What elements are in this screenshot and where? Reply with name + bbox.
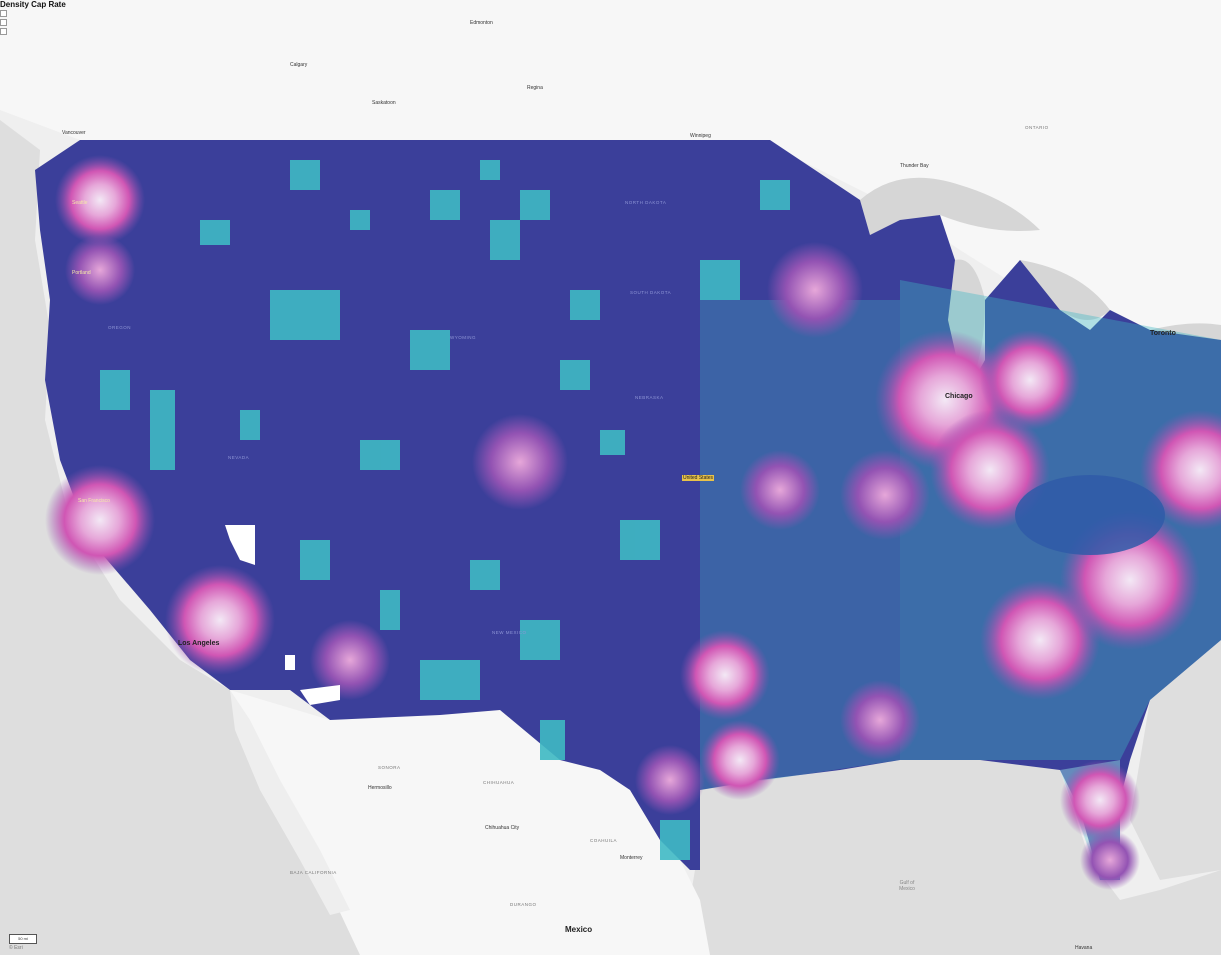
hotspot-phoenix <box>310 620 390 700</box>
region-durango: DURANGO <box>510 902 537 907</box>
hotspot-dallas <box>680 630 770 720</box>
hotspot-dc <box>1140 410 1221 530</box>
dark-pocket-kentucky <box>1015 475 1165 555</box>
city-calgary: Calgary <box>290 62 308 68</box>
label-mexico: Mexico <box>565 925 593 934</box>
hotspot-st-louis <box>840 450 930 540</box>
region-nebraska: NEBRASKA <box>635 395 664 400</box>
hotspot-houston <box>700 720 780 800</box>
page-title: Density Cap Rate <box>0 0 66 9</box>
hotspot-san-antonio <box>635 745 705 815</box>
teal-patches <box>100 160 790 860</box>
city-havana: Havana <box>1075 945 1093 951</box>
city-seattle: Seattle <box>72 200 88 206</box>
label-united-states: United States <box>682 475 715 481</box>
region-sonora: SONORA <box>378 765 401 770</box>
zoom-out-icon[interactable] <box>0 19 7 26</box>
gulf-of-mexico <box>680 760 1221 955</box>
hotspot-portland <box>65 235 135 305</box>
hotspot-new-orleans <box>840 680 920 760</box>
city-toronto: Toronto <box>1150 330 1176 337</box>
canada-land <box>0 0 1221 360</box>
city-winnipeg: Winnipeg <box>690 133 711 139</box>
region-coahuila: COAHUILA <box>590 838 618 843</box>
city-regina: Regina <box>527 85 543 91</box>
home-icon[interactable] <box>0 28 7 35</box>
region-new-mexico: NEW MEXICO <box>492 630 527 635</box>
city-thunder-bay: Thunder Bay <box>900 163 929 169</box>
mexico-land <box>230 690 710 955</box>
hotspot-detroit <box>980 330 1080 430</box>
city-edmonton: Edmonton <box>470 20 493 26</box>
baja-peninsula <box>230 690 350 915</box>
zoom-in-icon[interactable] <box>0 10 7 17</box>
lake-huron <box>1020 260 1110 320</box>
city-portland: Portland <box>72 270 91 276</box>
pacific-ocean <box>0 120 360 955</box>
region-baja-california: BAJA CALIFORNIA <box>290 870 337 875</box>
hotspot-los-angeles <box>165 565 275 675</box>
region-nevada: NEVADA <box>228 455 250 460</box>
city-los-angeles: Los Angeles <box>178 640 220 647</box>
nodata-area-1 <box>225 525 255 565</box>
hotspot-seattle <box>55 155 145 245</box>
city-monterrey: Monterrey <box>620 855 643 861</box>
city-chihuahua: Chihuahua City <box>485 825 520 831</box>
hotspot-indianapolis <box>930 410 1050 530</box>
region-south-dakota: SOUTH DAKOTA <box>630 290 672 295</box>
hotspot-miami <box>1080 830 1140 890</box>
hotspot-bay-area <box>45 465 155 575</box>
region-chihuahua: CHIHUAHUA <box>483 780 515 785</box>
hotspot-denver <box>472 414 568 510</box>
label-gulf-of-mexico: Gulf of Mexico <box>899 880 915 892</box>
city-hermosillo: Hermosillo <box>368 785 392 791</box>
hotspot-minneapolis <box>767 242 863 338</box>
region-wyoming: WYOMING <box>450 335 476 340</box>
city-vancouver: Vancouver <box>62 130 86 136</box>
atlantic-ocean <box>1130 640 1221 880</box>
region-ontario: ONTARIO <box>1025 125 1049 130</box>
city-saskatoon: Saskatoon <box>372 100 396 106</box>
scale-bar: 50 mi <box>9 934 37 944</box>
hotspot-kansas-city <box>740 450 820 530</box>
hotspot-florida <box>1060 760 1140 840</box>
map-tools <box>0 10 7 37</box>
city-san-francisco: San Francisco <box>78 498 110 504</box>
nodata-area-3 <box>300 685 340 705</box>
region-north-dakota: NORTH DAKOTA <box>625 200 667 205</box>
city-chicago: Chicago <box>945 393 973 400</box>
attribution: © Esri <box>9 945 23 951</box>
nodata-area-2 <box>285 655 295 670</box>
metro-hotspots <box>45 155 1221 890</box>
region-oregon: OREGON <box>108 325 132 330</box>
